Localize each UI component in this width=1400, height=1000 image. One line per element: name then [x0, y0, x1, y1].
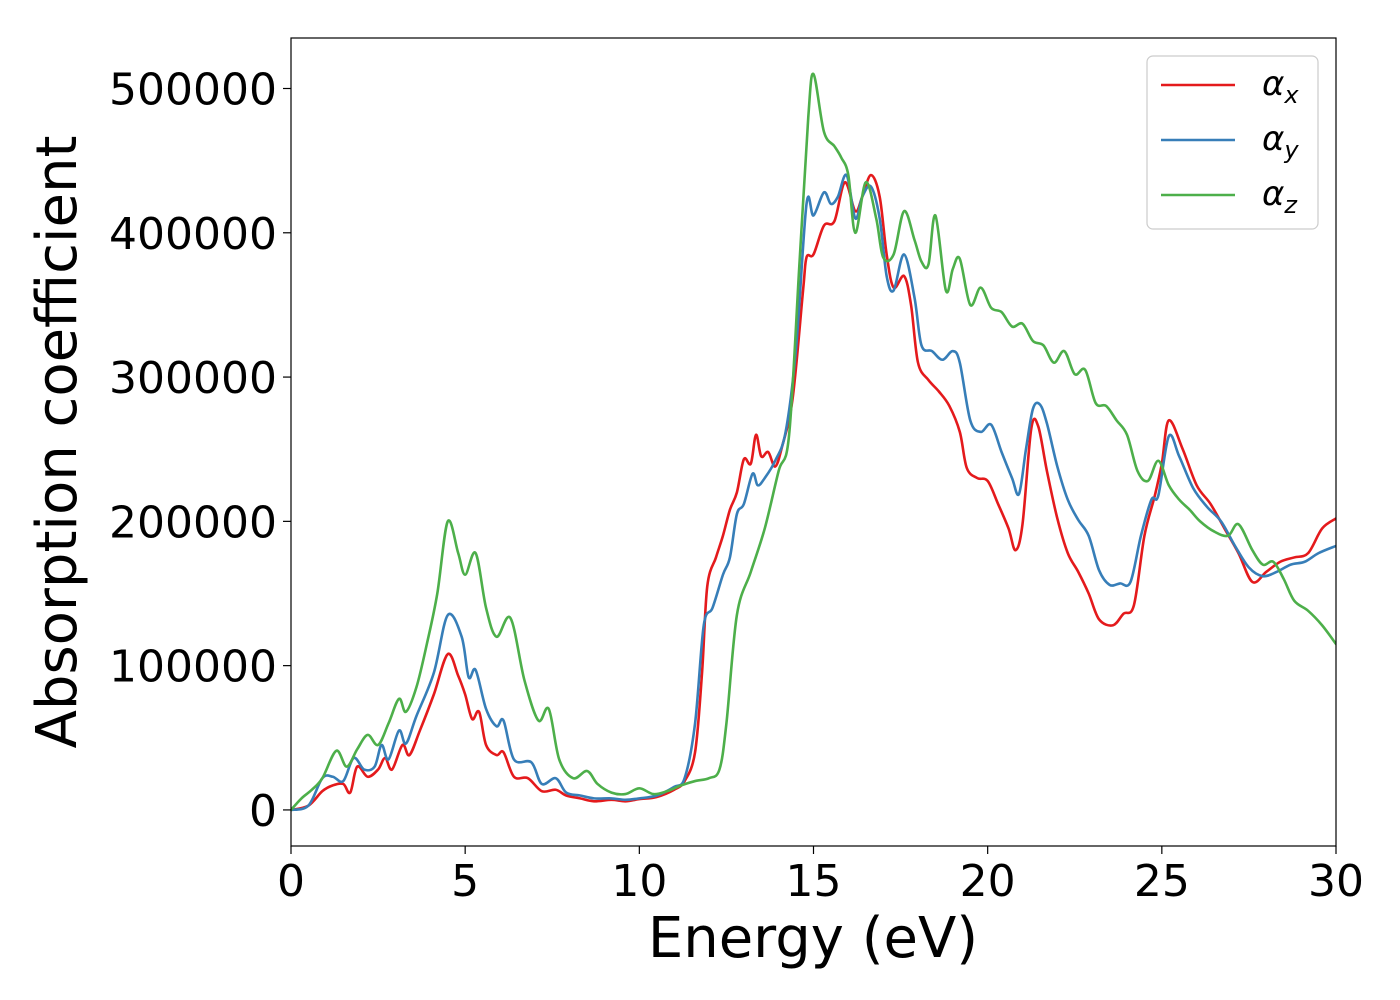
series-line-z [291, 72, 1336, 812]
y-tick-label: 100000 [109, 642, 277, 693]
y-axis-label: Absorption coefficient [25, 136, 90, 749]
x-tick-label: 25 [1134, 856, 1190, 907]
x-axis-ticks: 0 5 10 15 20 25 30 [277, 846, 1364, 907]
series-lines [291, 72, 1336, 812]
y-axis-ticks: 0 100000 200000 300000 400000 500000 [109, 65, 291, 837]
x-tick-label: 20 [960, 856, 1016, 907]
legend-label-y: αy [1262, 119, 1299, 164]
legend-frame [1146, 55, 1319, 230]
series-line-y [291, 173, 1336, 812]
legend: αx αy αz [1146, 55, 1319, 230]
x-tick-label: 0 [277, 856, 305, 907]
legend-label-z: αz [1262, 174, 1298, 219]
x-tick-label: 5 [451, 856, 479, 907]
y-tick-label: 300000 [109, 353, 277, 404]
y-tick-label: 400000 [109, 209, 277, 260]
legend-label-x: αx [1262, 64, 1299, 109]
y-tick-label: 0 [249, 786, 277, 837]
series-line-x [291, 173, 1336, 812]
x-axis-label: Energy (eV) [648, 906, 978, 971]
x-tick-label: 30 [1308, 856, 1364, 907]
y-tick-label: 500000 [109, 65, 277, 116]
x-tick-label: 10 [611, 856, 667, 907]
y-tick-label: 200000 [109, 497, 277, 548]
x-tick-label: 15 [786, 856, 842, 907]
